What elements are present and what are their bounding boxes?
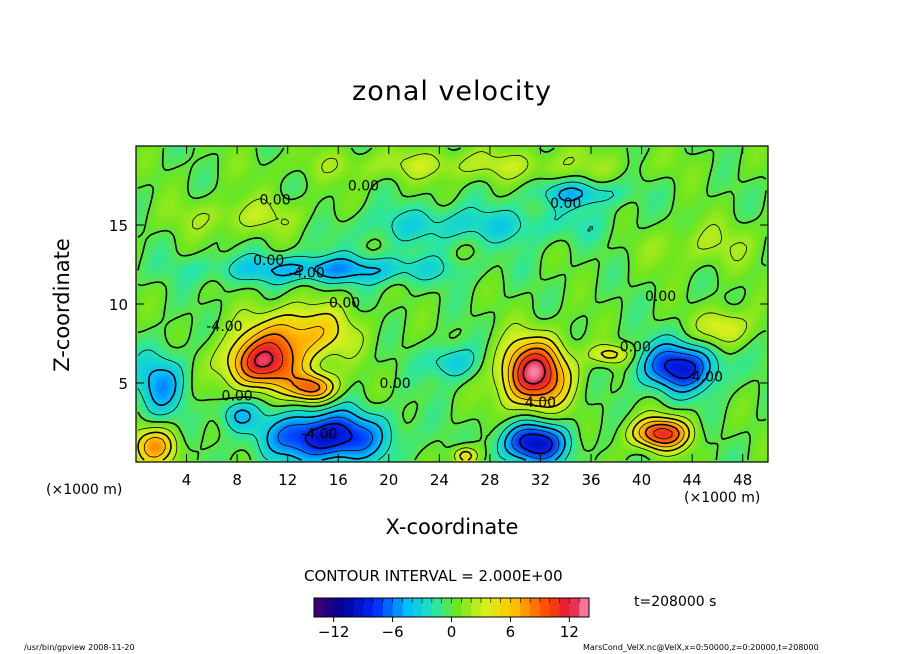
colorbar-bin bbox=[539, 598, 551, 617]
x-tick-label: 44 bbox=[683, 471, 702, 489]
colorbar-bin bbox=[333, 598, 344, 617]
colorbar-tick-label: 0 bbox=[447, 623, 457, 641]
contour-line bbox=[277, 351, 704, 460]
y-tick-label: 10 bbox=[109, 296, 128, 314]
x-tick-label: 40 bbox=[632, 471, 651, 489]
contour-label: 0.00 bbox=[259, 193, 290, 209]
colorbar-bin bbox=[500, 598, 511, 617]
contour-interval-label: CONTOUR INTERVAL = 2.000E+00 bbox=[304, 567, 563, 585]
colorbar-bin bbox=[353, 598, 364, 617]
colorbar-bin bbox=[422, 598, 433, 617]
colorbar-tick-label: 12 bbox=[560, 623, 579, 641]
colorbar-bin bbox=[372, 598, 384, 617]
contour-label: 0.00 bbox=[645, 289, 676, 305]
x-tick-label: 36 bbox=[581, 471, 600, 489]
contour-label: 0.00 bbox=[329, 295, 360, 311]
colorbar-tick-label: −6 bbox=[382, 623, 404, 641]
contour-label: 4.00 bbox=[525, 395, 556, 411]
colorbar-bin bbox=[461, 598, 472, 617]
colorbar-bin bbox=[530, 598, 541, 617]
colorbar-bin bbox=[510, 598, 521, 617]
time-label: t=208000 s bbox=[634, 594, 717, 610]
colorbar-bin bbox=[441, 598, 452, 617]
x-axis-label: X-coordinate bbox=[385, 515, 519, 539]
colorbar-bin bbox=[569, 598, 580, 617]
contour-label: 0.00 bbox=[222, 389, 253, 405]
x-tick-label: 12 bbox=[278, 471, 297, 489]
contour-line bbox=[137, 147, 767, 461]
colorbar-bin bbox=[471, 598, 482, 617]
x-tick-label: 28 bbox=[480, 471, 499, 489]
colorbar-bin bbox=[323, 598, 335, 617]
colorbar-bin bbox=[579, 598, 590, 617]
colorbar-bin bbox=[314, 598, 325, 617]
colorbar-bin bbox=[402, 598, 413, 617]
colorbar-bin bbox=[490, 598, 502, 617]
colorbar-bin bbox=[559, 598, 570, 617]
colorbar-tick-label: −12 bbox=[318, 623, 350, 641]
contour-line bbox=[137, 151, 748, 461]
x-axis-unit-right: (×1000 m) bbox=[684, 490, 761, 506]
x-tick-label: 48 bbox=[733, 471, 752, 489]
contour-line bbox=[143, 324, 685, 458]
x-tick-label: 4 bbox=[182, 471, 192, 489]
colorbar-tick-label: 6 bbox=[506, 623, 516, 641]
colorbar-bin bbox=[431, 598, 443, 617]
footer-right: MarsCond_VelX.nc@VelX,x=0:50000,z=0:2000… bbox=[583, 643, 819, 652]
contour-line bbox=[304, 358, 697, 455]
contour-label: -4.00 bbox=[289, 265, 325, 281]
colorbar: −12 −6 0 6 12 bbox=[313, 597, 590, 641]
x-tick-label: 24 bbox=[430, 471, 449, 489]
contour-line bbox=[137, 312, 691, 461]
contour-label: 0.00 bbox=[620, 340, 651, 356]
contour-label: 0.00 bbox=[380, 376, 411, 392]
chart-title: zonal velocity bbox=[352, 76, 552, 107]
contour-label: -4.00 bbox=[687, 370, 723, 386]
y-tick-label: 15 bbox=[109, 217, 128, 235]
colorbar-bin bbox=[412, 598, 423, 617]
colorbar-bin bbox=[382, 598, 393, 617]
x-axis-unit-left: (×1000 m) bbox=[46, 482, 123, 498]
colorbar-bin bbox=[480, 598, 492, 617]
colorbar-bin bbox=[363, 598, 374, 617]
contour-line bbox=[137, 181, 719, 461]
colorbar-bin bbox=[451, 598, 462, 617]
contour-line bbox=[148, 187, 711, 461]
contour-line bbox=[240, 333, 680, 444]
contour-label: 0.00 bbox=[348, 179, 379, 195]
x-tick-label: 16 bbox=[329, 471, 348, 489]
colorbar-bin bbox=[549, 598, 560, 617]
colorbar-bin bbox=[392, 598, 403, 617]
plot-area: 0.000.00 0.000.00-4.000.00 0.00-4.000.00-4… bbox=[136, 146, 768, 462]
contour-line bbox=[246, 342, 673, 440]
contour-label: 0.00 bbox=[550, 196, 581, 212]
colorbar-bin bbox=[520, 598, 531, 617]
colorbar-bin bbox=[343, 598, 354, 617]
contour-label: -4.00 bbox=[206, 319, 242, 335]
contour-label: 0.00 bbox=[253, 253, 284, 269]
x-tick-label: 20 bbox=[379, 471, 398, 489]
contour-line bbox=[253, 350, 546, 385]
footer-left: /usr/bin/gpview 2008-11-20 bbox=[24, 643, 135, 652]
x-tick-label: 32 bbox=[531, 471, 550, 489]
contour-label: -4.00 bbox=[301, 427, 337, 443]
y-tick-label: 5 bbox=[118, 375, 128, 393]
x-tick-label: 8 bbox=[232, 471, 242, 489]
